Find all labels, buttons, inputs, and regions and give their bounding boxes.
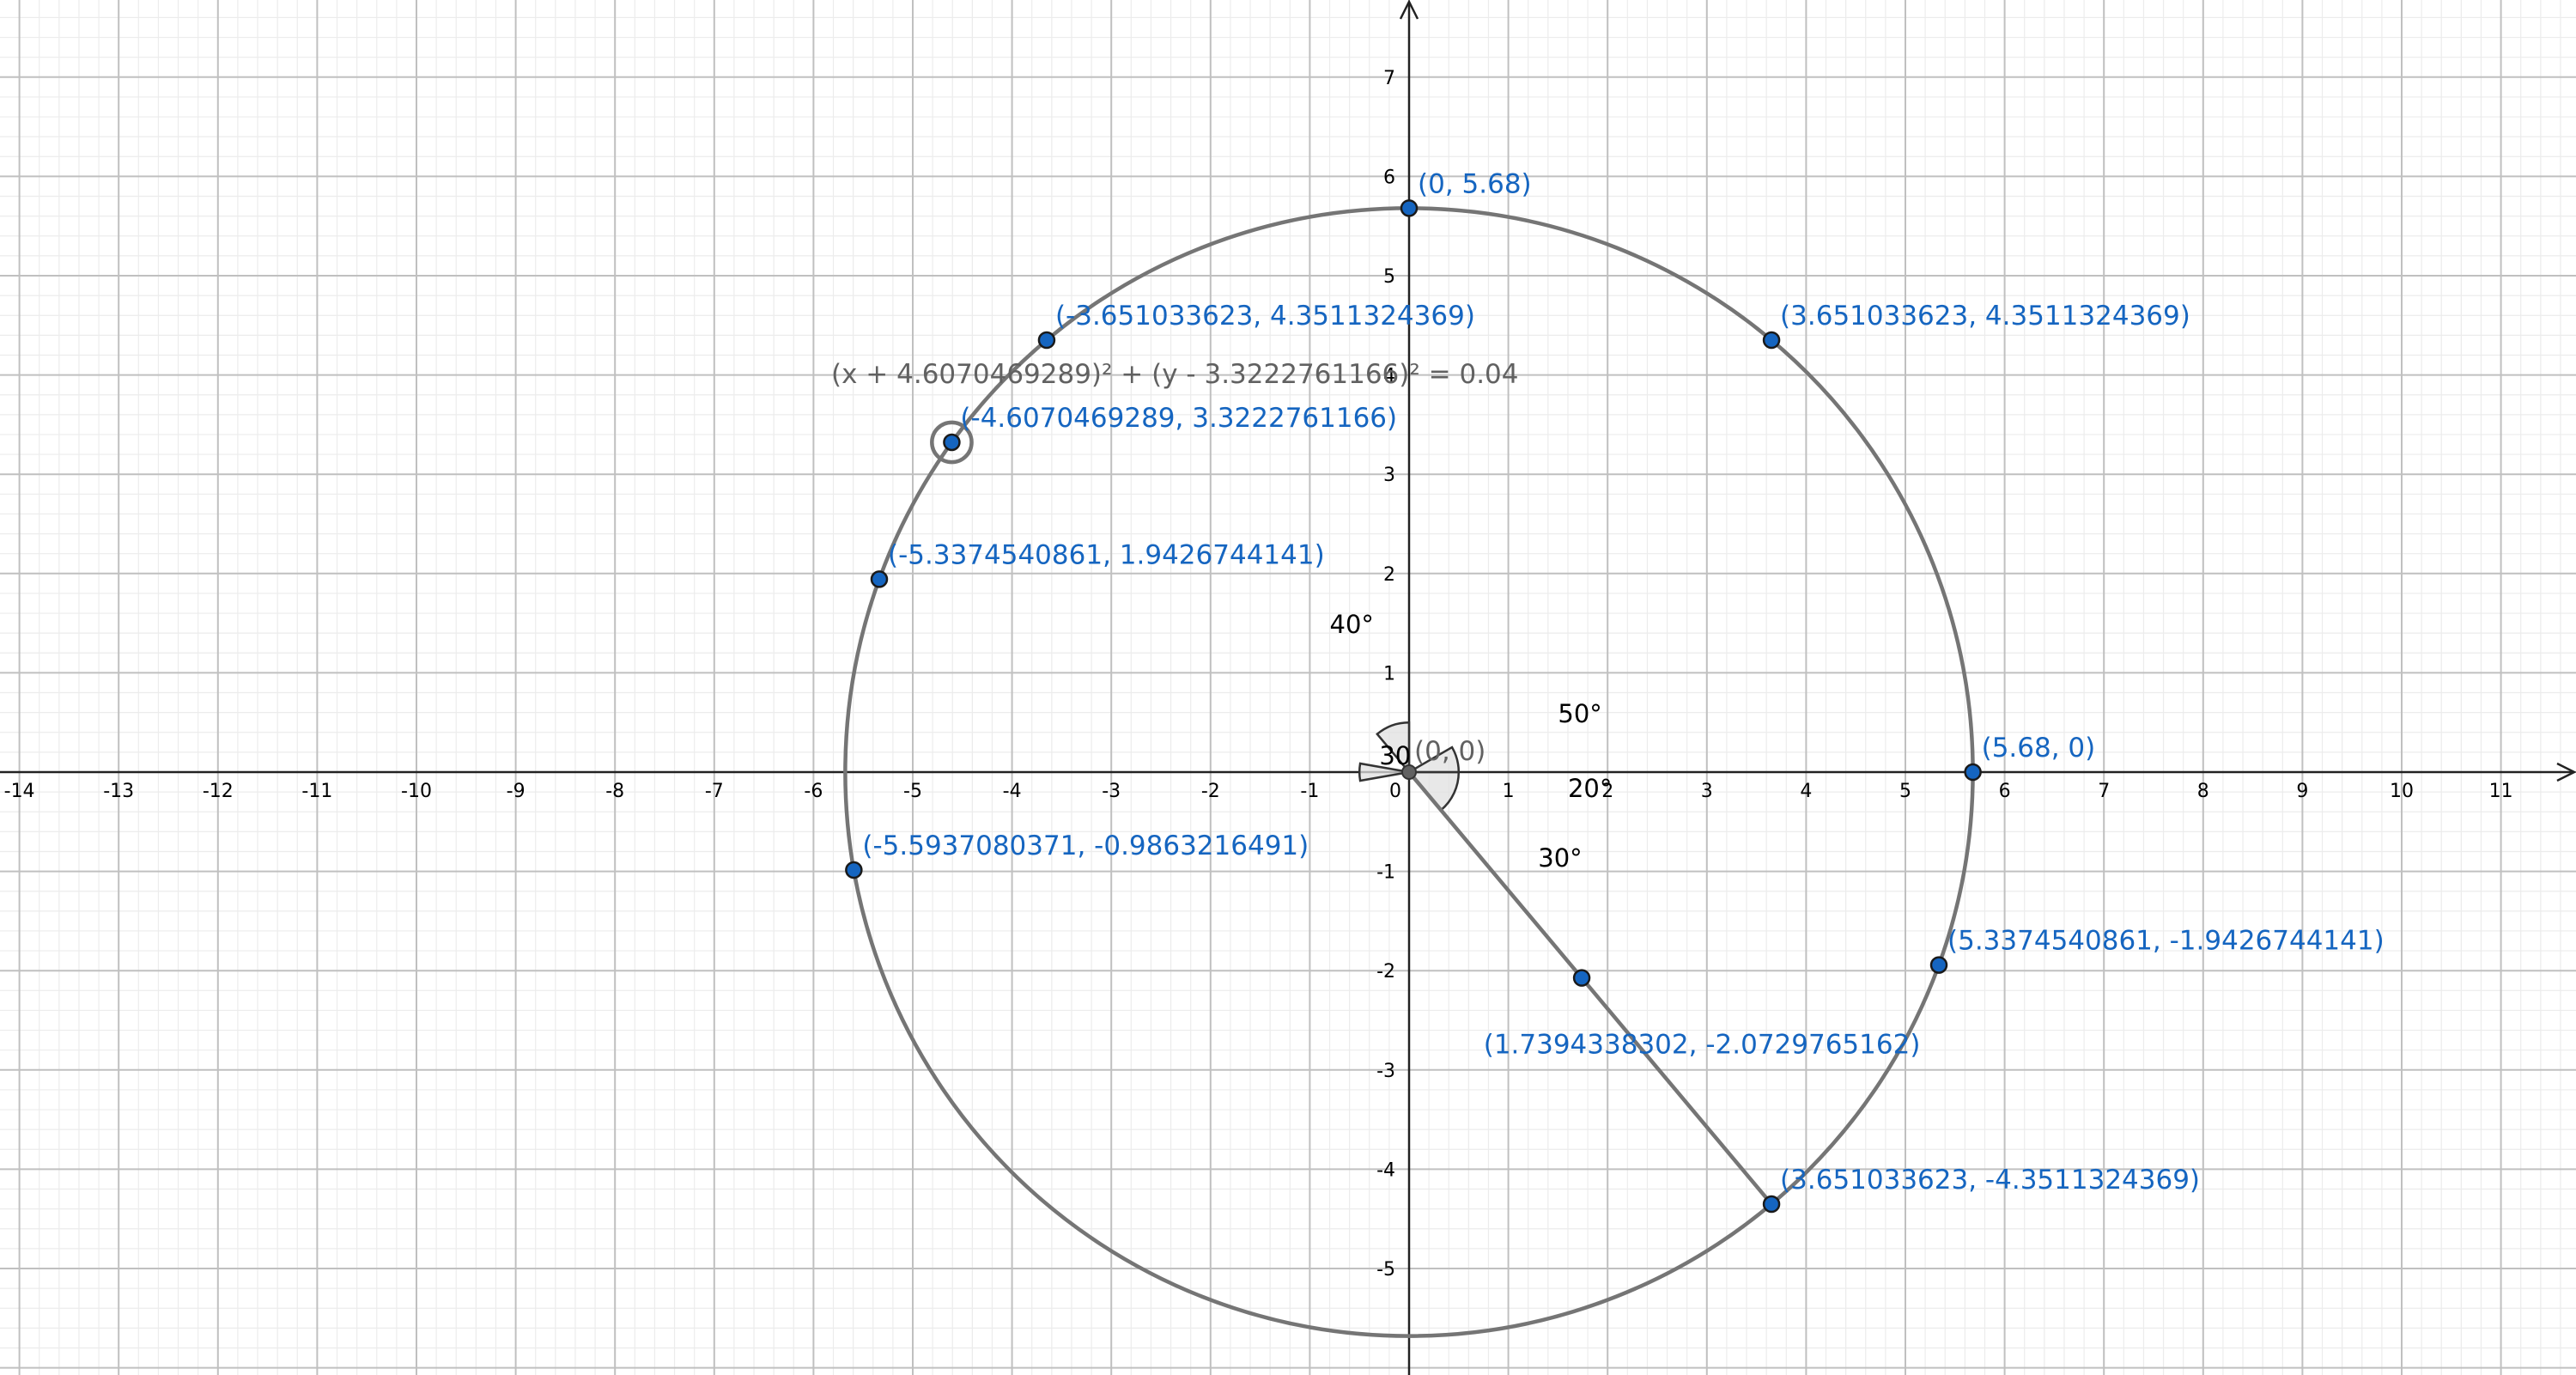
angle-sector[interactable] [1405, 745, 1461, 774]
x-tick-label: -6 [804, 781, 823, 802]
point-label: (-5.5937080371, -0.9863216491) [862, 830, 1309, 861]
x-tick-label: 4 [1800, 781, 1812, 802]
x-tick-label: -4 [1003, 781, 1022, 802]
y-tick-label: 7 [1383, 68, 1395, 89]
x-tick-label: -12 [203, 781, 234, 802]
x-tick-label: 6 [1999, 781, 2011, 802]
origin[interactable]: (0, 0) [1401, 736, 1485, 780]
x-tick-label: 2 [1601, 781, 1613, 802]
x-tick-label: -9 [507, 781, 526, 802]
angle-label: 50° [1558, 699, 1601, 728]
x-axis-arrow [2556, 762, 2576, 782]
x-tick-label: 3 [1701, 781, 1713, 802]
x-tick-label: -11 [301, 781, 332, 802]
point[interactable] [1762, 1195, 1781, 1214]
x-tick-label: -14 [4, 781, 35, 802]
angle-label: 40° [1330, 610, 1374, 639]
x-tick-label: 9 [2296, 781, 2308, 802]
y-tick-label: -2 [1376, 961, 1395, 983]
y-tick-label: -4 [1376, 1159, 1395, 1181]
point[interactable] [943, 433, 961, 452]
point[interactable] [1572, 969, 1591, 987]
origin-label: (0, 0) [1414, 736, 1485, 767]
y-tick-label: -3 [1376, 1061, 1395, 1082]
y-tick-label: 5 [1383, 266, 1395, 288]
angle-sectors[interactable] [1358, 721, 1461, 812]
point-label: (0, 5.68) [1418, 168, 1532, 199]
x-tick-label: -8 [605, 781, 624, 802]
x-tick-label: -5 [903, 781, 922, 802]
x-tick-label: 1 [1503, 781, 1515, 802]
point-label: (3.651033623, 4.3511324369) [1780, 301, 2190, 332]
y-tick-label: -1 [1376, 862, 1395, 884]
point[interactable] [845, 861, 863, 879]
x-tick-label: -13 [103, 781, 134, 802]
y-tick-label: 2 [1383, 564, 1395, 586]
x-tick-label: 10 [2390, 781, 2414, 802]
angle-sector[interactable] [1376, 721, 1411, 776]
point[interactable] [1400, 199, 1419, 217]
point[interactable] [1762, 331, 1781, 350]
point[interactable] [870, 570, 889, 588]
point-labels: (0, 5.68) (3.651033623, 4.3511324369) (-3.… [862, 168, 2384, 1196]
angle-label: 20° [1568, 774, 1612, 803]
x-tick-label: 5 [1899, 781, 1911, 802]
point-label: (-3.651033623, 4.3511324369) [1055, 301, 1475, 332]
y-tick-label: 1 [1383, 663, 1395, 684]
point-label: (1.7394338302, -2.0729765162) [1484, 1030, 1921, 1061]
x-tick-label: -10 [401, 781, 432, 802]
point-label: (-4.6070469289, 3.3222761166) [960, 403, 1397, 434]
angle-sector[interactable] [1358, 762, 1410, 782]
radius-segment[interactable] [1407, 770, 1773, 1206]
y-tick-label: 6 [1383, 167, 1395, 188]
y-tick-label: -5 [1376, 1259, 1395, 1281]
x-tick-label: 11 [2489, 781, 2513, 802]
point-label: (5.68, 0) [1982, 733, 2096, 764]
points[interactable] [845, 199, 1982, 1214]
y-axis-arrow [1399, 0, 1419, 20]
point-label: (3.651033623, -4.3511324369) [1780, 1165, 2200, 1196]
x-tick-label: -7 [705, 781, 724, 802]
x-tick-label: 7 [2098, 781, 2110, 802]
point[interactable] [1964, 763, 1982, 782]
y-tick-label: 4 [1383, 366, 1395, 387]
y-tick-label: 3 [1383, 465, 1395, 486]
x-tick-label: -1 [1300, 781, 1319, 802]
x-tick-label: 8 [2197, 781, 2209, 802]
x-tick-label: -3 [1102, 781, 1121, 802]
x-tick-label: 0 [1389, 781, 1401, 802]
origin-point[interactable] [1401, 764, 1417, 780]
small-circle[interactable] [930, 420, 974, 465]
angle-label: 30° [1538, 843, 1582, 873]
x-tick-label: -2 [1201, 781, 1220, 802]
angle-labels: 40°50°20°30°30 [1330, 610, 1613, 873]
small-circle-equation: (x + 4.6070469289)² + (y - 3.3222761166)… [831, 359, 1519, 390]
point-label: (5.3374540861, -1.9426744141) [1947, 926, 2385, 957]
point-label: (-5.3374540861, 1.9426744141) [888, 539, 1325, 570]
point[interactable] [1929, 956, 1948, 974]
point[interactable] [1037, 331, 1056, 350]
tick-labels: -14 -13 -12 -11 -10 -9 -8 -7 -6 -5 -4 -3 -2 -1 0 1 2 3 4 5 6… [4, 68, 2513, 1281]
